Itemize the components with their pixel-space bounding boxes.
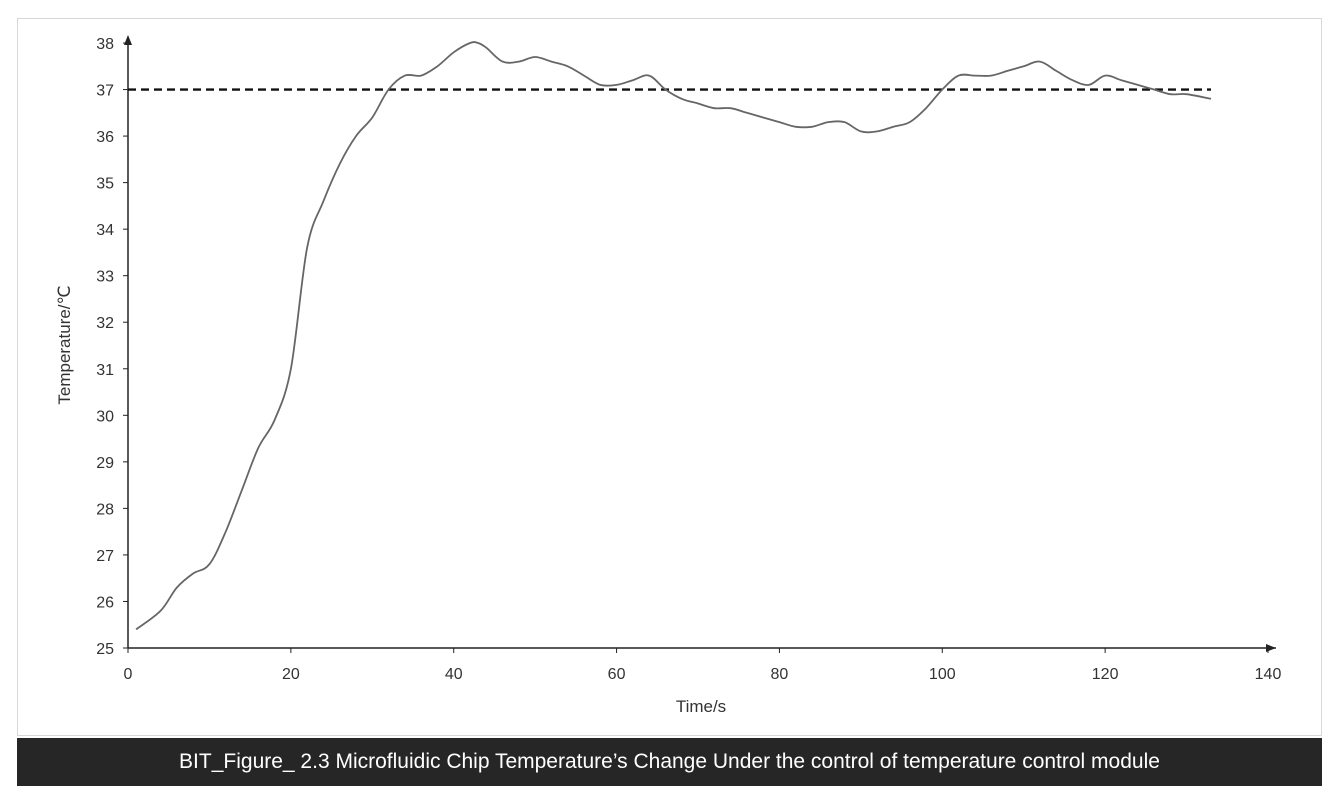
y-tick-label: 27 (96, 548, 114, 565)
x-tick-label: 60 (608, 666, 626, 683)
x-tick-label: 120 (1092, 666, 1119, 683)
x-tick-label: 0 (124, 666, 133, 683)
y-tick-label: 26 (96, 594, 114, 611)
y-tick-label: 29 (96, 455, 114, 472)
x-tick-label: 140 (1255, 666, 1282, 683)
tick-labels: 25 26 27 28 29 30 31 32 33 34 35 36 37 38 0 20 40 60 80 100… (96, 36, 1281, 683)
chart-frame (17, 18, 1322, 736)
x-tick-label: 20 (282, 666, 300, 683)
y-tick-label: 34 (96, 222, 114, 239)
y-tick-label: 31 (96, 362, 114, 379)
y-tick-label: 38 (96, 36, 114, 53)
x-tick-label: 40 (445, 666, 463, 683)
x-tick-label: 100 (929, 666, 956, 683)
y-tick-label: 30 (96, 408, 114, 425)
y-tick-label: 35 (96, 176, 114, 193)
y-tick-label: 28 (96, 501, 114, 518)
y-tick-label: 25 (96, 641, 114, 658)
y-tick-label: 36 (96, 129, 114, 146)
figure-caption: BIT_Figure_ 2.3 Microfluidic Chip Temper… (17, 738, 1322, 786)
y-tick-label: 33 (96, 269, 114, 286)
temperature-chart: 25 26 27 28 29 30 31 32 33 34 35 36 37 38 0 20 40 60 80 100… (55, 35, 1281, 716)
y-tick-label: 32 (96, 315, 114, 332)
y-tick-label: 37 (96, 83, 114, 100)
series-group (135, 41, 1212, 631)
y-axis-label: Temperature/℃ (55, 285, 74, 404)
x-tick-label: 80 (771, 666, 789, 683)
temperature-series-line (135, 41, 1212, 631)
x-axis-label: Time/s (676, 697, 726, 716)
chart-axes (123, 35, 1276, 653)
